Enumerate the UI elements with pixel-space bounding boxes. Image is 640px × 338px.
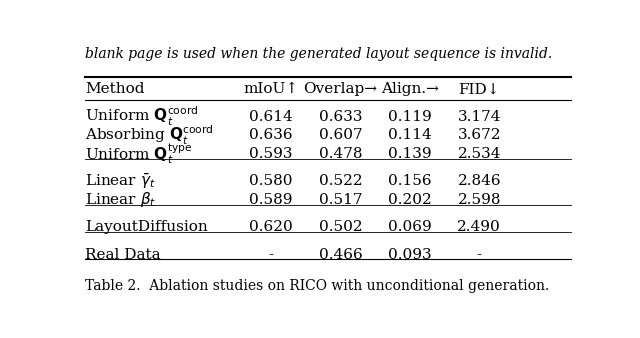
Text: 2.534: 2.534 (458, 147, 501, 161)
Text: 2.846: 2.846 (458, 174, 501, 188)
Text: Uniform $\mathbf{Q}_t^{\mathrm{coord}}$: Uniform $\mathbf{Q}_t^{\mathrm{coord}}$ (85, 105, 198, 128)
Text: 0.466: 0.466 (319, 248, 362, 262)
Text: 0.202: 0.202 (388, 193, 432, 207)
Text: LayoutDiffusion: LayoutDiffusion (85, 220, 208, 234)
Text: Table 2.  Ablation studies on RICO with unconditional generation.: Table 2. Ablation studies on RICO with u… (85, 279, 549, 293)
Text: -: - (268, 248, 273, 262)
Text: 0.522: 0.522 (319, 174, 362, 188)
Text: 0.607: 0.607 (319, 128, 362, 142)
Text: 0.517: 0.517 (319, 193, 362, 207)
Text: Linear $\beta_t$: Linear $\beta_t$ (85, 190, 156, 209)
Text: 0.119: 0.119 (388, 110, 432, 124)
Text: 0.156: 0.156 (388, 174, 431, 188)
Text: 3.672: 3.672 (458, 128, 501, 142)
Text: 0.114: 0.114 (388, 128, 432, 142)
Text: Overlap→: Overlap→ (303, 82, 378, 96)
Text: 0.093: 0.093 (388, 248, 431, 262)
Text: 2.490: 2.490 (458, 220, 501, 234)
Text: 0.580: 0.580 (249, 174, 292, 188)
Text: 0.069: 0.069 (388, 220, 432, 234)
Text: 2.598: 2.598 (458, 193, 501, 207)
Text: blank page is used when the generated layout sequence is invalid.: blank page is used when the generated la… (85, 47, 552, 61)
Text: 0.593: 0.593 (249, 147, 292, 161)
Text: Absorbing $\mathbf{Q}_t^{\mathrm{coord}}$: Absorbing $\mathbf{Q}_t^{\mathrm{coord}}… (85, 124, 214, 147)
Text: Method: Method (85, 82, 145, 96)
Text: 0.589: 0.589 (249, 193, 292, 207)
Text: 0.633: 0.633 (319, 110, 362, 124)
Text: mIoU↑: mIoU↑ (243, 82, 298, 96)
Text: 0.502: 0.502 (319, 220, 362, 234)
Text: Uniform $\mathbf{Q}_t^{\mathrm{type}}$: Uniform $\mathbf{Q}_t^{\mathrm{type}}$ (85, 141, 193, 166)
Text: 0.139: 0.139 (388, 147, 431, 161)
Text: -: - (477, 248, 482, 262)
Text: Linear $\bar{\gamma}_t$: Linear $\bar{\gamma}_t$ (85, 172, 156, 191)
Text: 0.620: 0.620 (249, 220, 293, 234)
Text: Real Data: Real Data (85, 248, 161, 262)
Text: 0.478: 0.478 (319, 147, 362, 161)
Text: 0.636: 0.636 (249, 128, 292, 142)
Text: Align.→: Align.→ (381, 82, 439, 96)
Text: 3.174: 3.174 (458, 110, 501, 124)
Text: 0.614: 0.614 (249, 110, 293, 124)
Text: FID↓: FID↓ (458, 82, 500, 96)
